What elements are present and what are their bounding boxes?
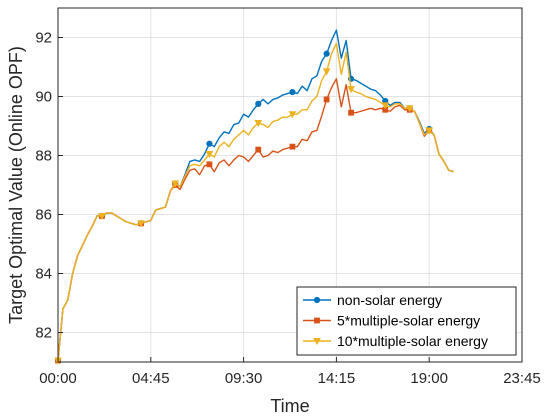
series-layer xyxy=(54,29,454,365)
x-tick-label: 09:30 xyxy=(225,370,263,387)
data-point xyxy=(322,68,331,76)
data-point xyxy=(205,151,214,159)
y-tick-label: 82 xyxy=(35,325,52,342)
data-point xyxy=(171,180,180,188)
data-point xyxy=(206,140,213,147)
legend-item: 5*multiple-solar energy xyxy=(303,313,480,329)
legend: non-solar energy 5*multiple-solar energy 1… xyxy=(296,286,517,356)
data-point xyxy=(98,212,106,221)
x-axis-label: Time xyxy=(270,396,309,416)
legend-box xyxy=(296,286,517,356)
data-point xyxy=(289,143,296,150)
x-tick-label: 19:00 xyxy=(410,370,448,387)
series-2 xyxy=(54,42,454,365)
legend-label: 10*multiple-solar energy xyxy=(337,333,488,349)
axis-ticks: 00:00 04:45 09:30 14:15 19:00 23:45 82 84 86 88 90… xyxy=(35,30,540,388)
x-tick-label: 00:00 xyxy=(39,370,77,387)
legend-marker xyxy=(313,296,321,304)
data-point xyxy=(381,102,390,110)
x-tick-label: 14:15 xyxy=(318,370,356,387)
data-point xyxy=(288,111,297,119)
y-tick-label: 92 xyxy=(35,30,52,47)
y-axis-label: Target Optimal Value (Online OPF) xyxy=(6,46,26,324)
legend-marker xyxy=(313,338,321,346)
y-tick-label: 88 xyxy=(35,148,52,165)
legend-label: non-solar energy xyxy=(337,292,442,308)
legend-label: 5*multiple-solar energy xyxy=(337,313,480,329)
plot-area-frame xyxy=(57,7,523,363)
data-point xyxy=(323,50,330,57)
y-tick-label: 84 xyxy=(35,266,52,283)
data-point xyxy=(137,220,145,228)
legend-item: 10*multiple-solar energy xyxy=(303,333,488,349)
data-point xyxy=(347,86,355,94)
x-tick-label: 23:45 xyxy=(503,370,541,387)
data-point xyxy=(323,96,330,103)
data-point xyxy=(254,120,263,128)
legend-marker xyxy=(314,317,320,324)
data-point xyxy=(255,146,262,153)
x-tick-label: 04:45 xyxy=(132,370,170,387)
data-point xyxy=(348,109,354,116)
data-point xyxy=(405,105,414,113)
y-tick-label: 86 xyxy=(35,207,52,224)
legend-item: non-solar energy xyxy=(303,292,442,308)
series-line xyxy=(57,42,454,361)
data-point xyxy=(206,161,213,168)
data-point xyxy=(425,127,434,135)
y-tick-label: 90 xyxy=(35,89,52,106)
data-point xyxy=(255,100,262,107)
data-point xyxy=(289,88,296,96)
